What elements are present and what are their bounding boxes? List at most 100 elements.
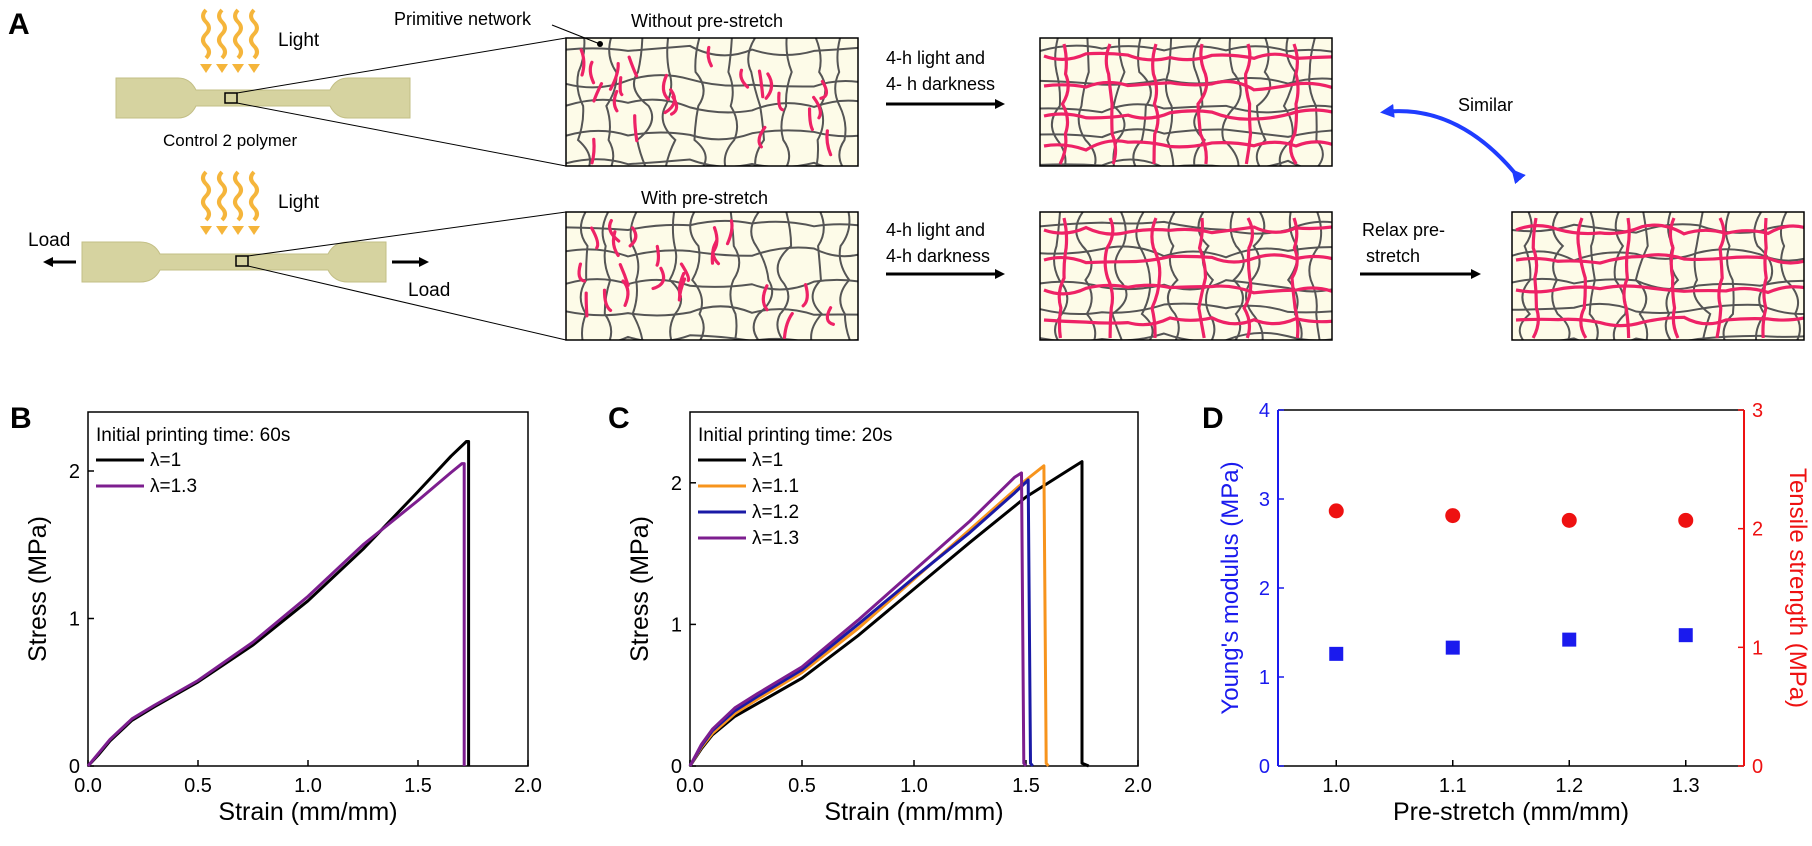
new-strand xyxy=(706,45,713,68)
new-strand xyxy=(618,76,624,97)
polymer-strand xyxy=(1166,212,1180,340)
polymer-strand xyxy=(1308,212,1323,340)
network-box-border xyxy=(565,37,859,167)
without-prestretch-label: Without pre-stretch xyxy=(631,11,783,31)
polymer-strand xyxy=(632,38,654,166)
new-strand xyxy=(633,114,639,143)
new-strand xyxy=(801,283,809,308)
new-strand xyxy=(663,88,677,115)
new-strand xyxy=(777,91,785,112)
polymer-strand xyxy=(1286,212,1303,340)
chart-c: 0.0 0.5 1.0 1.5 2.0 0 1 2 Strain (mm/mm) Stress (… xyxy=(626,411,1152,826)
series-line xyxy=(688,464,1050,767)
network-relaxed xyxy=(1511,211,1805,341)
new-strand xyxy=(577,262,587,283)
legend-label: λ=1.3 xyxy=(752,528,799,549)
new-strand xyxy=(627,55,639,78)
new-strand xyxy=(608,218,621,243)
legend-label: λ=1 xyxy=(150,450,181,471)
x-tick-label: 2.0 xyxy=(514,775,542,797)
legend-label: λ=1.3 xyxy=(150,476,197,497)
y-right-tick-label: 0 xyxy=(1752,756,1763,778)
network-box-border xyxy=(565,211,859,341)
new-strand xyxy=(1196,43,1209,165)
light-label-bottom: Light xyxy=(278,192,320,213)
new-strand xyxy=(590,137,596,165)
step-label-bottom-1: 4-h light and xyxy=(886,220,985,240)
x-tick-label: 2.0 xyxy=(1124,775,1152,797)
new-strand xyxy=(1150,217,1162,339)
new-strand xyxy=(819,79,829,100)
panel-label-c: C xyxy=(608,402,630,435)
chart-d: 1.0 1.1 1.2 1.3 0 1 2 3 4 0 1 2 3 Pre-stretch (mm/mm)… xyxy=(1217,400,1811,826)
x-tick-label: 1.0 xyxy=(294,775,322,797)
network-without-prestretch xyxy=(565,37,859,167)
light-rays-bottom xyxy=(201,170,259,222)
polymer-strand xyxy=(566,305,858,317)
new-strand xyxy=(655,244,661,267)
new-strand xyxy=(1043,253,1332,265)
x-tick-label: 1.0 xyxy=(1322,775,1350,797)
y-left-axis-label: Young's modulus (MPa) xyxy=(1217,461,1244,714)
x-axis-label: Strain (mm/mm) xyxy=(218,798,397,826)
network-stretched-cured xyxy=(1039,211,1333,341)
new-strand xyxy=(621,279,630,307)
control-label: Control 2 polymer xyxy=(163,131,298,150)
polymer-strand xyxy=(1132,38,1152,166)
new-strand xyxy=(825,129,833,157)
new-strand xyxy=(579,48,586,77)
new-strand xyxy=(612,89,619,113)
step-label-top-1: 4-h light and xyxy=(886,48,985,68)
relax-label-1: Relax pre- xyxy=(1362,220,1445,240)
polymer-specimen-top xyxy=(115,77,411,119)
new-strand xyxy=(825,306,835,326)
new-strand xyxy=(1531,217,1540,339)
polymer-strand xyxy=(629,212,644,340)
y-right-tick-label: 3 xyxy=(1752,400,1763,422)
new-strand xyxy=(764,72,774,100)
x-tick-label: 0.0 xyxy=(676,775,704,797)
similar-arrow xyxy=(1380,103,1526,185)
y-right-axis-label: Tensile strength (MPa) xyxy=(1784,468,1811,708)
polymer-strand xyxy=(1722,212,1735,340)
new-strand xyxy=(761,284,769,312)
polymer-strand xyxy=(1040,44,1332,53)
new-strand xyxy=(628,226,638,248)
polymer-strand xyxy=(776,212,793,340)
network-after-cure xyxy=(1039,37,1333,167)
x-tick-label: 1.1 xyxy=(1439,775,1467,797)
legend-label: λ=1.2 xyxy=(752,502,799,523)
new-strand xyxy=(611,230,620,258)
x-tick-label: 0.5 xyxy=(788,775,816,797)
new-strand xyxy=(590,226,600,250)
new-strand xyxy=(1290,217,1300,339)
series-line xyxy=(688,471,1028,767)
new-strand xyxy=(1058,43,1070,165)
polymer-strand xyxy=(1779,212,1801,340)
polymer-strand xyxy=(834,38,847,166)
polymer-specimen-bottom xyxy=(81,241,387,283)
new-strand xyxy=(1715,217,1726,339)
y-left-tick-label: 4 xyxy=(1259,400,1270,422)
new-strand xyxy=(1622,217,1631,339)
load-label-right: Load xyxy=(408,280,450,301)
new-strand xyxy=(1104,43,1118,165)
polymer-strand xyxy=(1040,331,1332,340)
new-strand xyxy=(1761,217,1768,339)
step-label-top-2: 4- h darkness xyxy=(886,74,995,94)
polymer-strand xyxy=(566,98,858,114)
new-strand xyxy=(812,95,822,120)
new-strand xyxy=(1043,108,1332,121)
y-tick-label: 1 xyxy=(69,609,80,631)
new-strand xyxy=(1043,51,1332,62)
polymer-strand xyxy=(1512,302,1804,315)
polymer-strand xyxy=(729,212,741,340)
new-strand xyxy=(602,288,613,313)
new-strand xyxy=(651,266,666,291)
with-prestretch-label: With pre-stretch xyxy=(641,188,768,208)
x-tick-label: 1.3 xyxy=(1672,775,1700,797)
x-tick-label: 1.5 xyxy=(404,775,432,797)
polymer-strand xyxy=(605,38,618,166)
series-line xyxy=(86,440,471,768)
